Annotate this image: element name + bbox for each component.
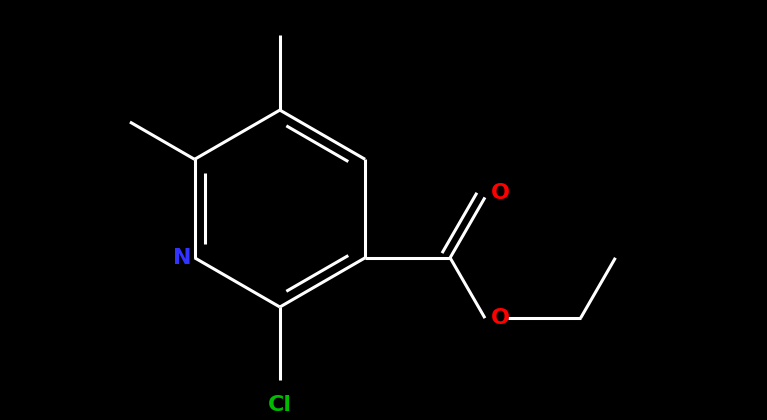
- Text: O: O: [491, 308, 510, 328]
- Text: Cl: Cl: [268, 395, 292, 415]
- Text: N: N: [173, 248, 192, 268]
- Text: O: O: [491, 183, 510, 203]
